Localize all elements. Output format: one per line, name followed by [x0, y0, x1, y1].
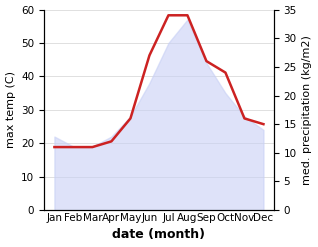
- X-axis label: date (month): date (month): [113, 228, 205, 242]
- Y-axis label: max temp (C): max temp (C): [5, 71, 16, 148]
- Y-axis label: med. precipitation (kg/m2): med. precipitation (kg/m2): [302, 35, 313, 185]
